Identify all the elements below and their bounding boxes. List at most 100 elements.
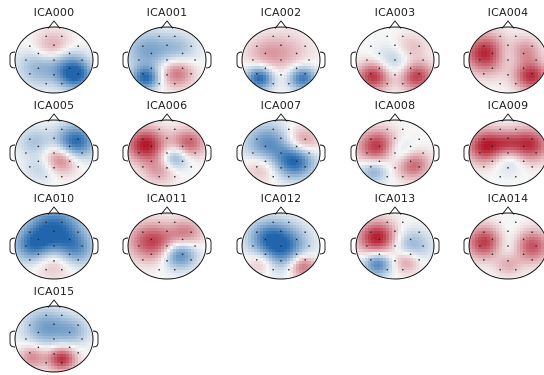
sensor-dot (190, 166, 192, 168)
sensor-dot (182, 253, 184, 255)
sensor-dot (394, 167, 396, 169)
sensor-dot (523, 67, 525, 69)
sensor-dot (166, 260, 168, 262)
sensor-dot (523, 53, 525, 55)
sensor-dot (507, 167, 509, 169)
left-ear-marker (237, 238, 242, 254)
sensor-dot (308, 245, 310, 247)
sensor-dot (304, 45, 306, 47)
sensor-dot (151, 239, 153, 241)
sensor-dot (272, 176, 274, 178)
sensor-dot (288, 83, 290, 85)
sensor-dot (288, 221, 290, 223)
left-ear-marker (464, 145, 469, 161)
sensor-dot (288, 35, 290, 37)
sensor-dot (483, 231, 485, 233)
topomap-ica013: ICA013 (340, 190, 450, 282)
topomap-title: ICA009 (453, 99, 544, 112)
sensor-dot (158, 128, 160, 130)
sensor-dot (410, 239, 412, 241)
sensor-dot (151, 160, 153, 162)
sensor-dot (53, 59, 55, 61)
left-ear-marker (123, 52, 128, 68)
topomap-ica004: ICA004 (453, 4, 544, 96)
sensor-dot (38, 146, 40, 148)
sensor-dot (69, 67, 71, 69)
sensor-dot (174, 221, 176, 223)
sensor-dot (166, 59, 168, 61)
sensor-dot (174, 269, 176, 271)
sensor-dot (256, 166, 258, 168)
sensor-dot (38, 67, 40, 69)
sensor-dot (45, 221, 47, 223)
sensor-dot (38, 332, 40, 334)
sensor-dot (77, 352, 79, 354)
sensor-dot (69, 53, 71, 55)
sensor-dot (265, 239, 267, 241)
head-topomap (340, 206, 450, 282)
sensor-dot (499, 269, 501, 271)
sensor-dot (507, 74, 509, 76)
topomap-ica001: ICA001 (112, 4, 222, 96)
topomap-ica009: ICA009 (453, 97, 544, 189)
sensor-dot (507, 152, 509, 154)
sensor-dot (499, 35, 501, 37)
sensor-dot (379, 67, 381, 69)
sensor-dot (53, 245, 55, 247)
head-topomap (0, 206, 109, 282)
sensor-dot (190, 231, 192, 233)
topomap-title: ICA013 (340, 192, 450, 205)
sensor-dot (38, 346, 40, 348)
sensor-dot (53, 44, 55, 46)
right-ear-marker (93, 331, 98, 347)
sensor-dot (394, 137, 396, 139)
sensor-dot (53, 152, 55, 154)
sensor-dot (296, 67, 298, 69)
topomap-ica008: ICA008 (340, 97, 450, 189)
sensor-dot (531, 259, 533, 261)
left-ear-marker (351, 238, 356, 254)
sensor-dot (370, 166, 372, 168)
sensor-dot (296, 53, 298, 55)
sensor-dot (53, 353, 55, 355)
sensor-dot (366, 245, 368, 247)
sensor-dot (379, 160, 381, 162)
sensor-dot (296, 146, 298, 148)
sensor-dot (535, 59, 537, 61)
sensor-dot (256, 259, 258, 261)
sensor-dot (29, 324, 31, 326)
head-topomap (340, 113, 450, 189)
sensor-dot (166, 44, 168, 46)
sensor-dot (61, 83, 63, 85)
sensor-dot (515, 83, 517, 85)
sensor-dot (69, 346, 71, 348)
sensor-dot (174, 176, 176, 178)
sensor-dot (535, 152, 537, 154)
sensor-dot (69, 332, 71, 334)
sensor-dot (61, 362, 63, 364)
sensor-dot (166, 137, 168, 139)
sensor-dot (288, 128, 290, 130)
left-ear-marker (10, 331, 15, 347)
sensor-dot (61, 314, 63, 316)
sensor-dot (507, 230, 509, 232)
sensor-dot (507, 44, 509, 46)
sensor-dot (402, 176, 404, 178)
sensor-dot (531, 166, 533, 168)
topomap-ica003: ICA003 (340, 4, 450, 96)
sensor-dot (256, 231, 258, 233)
sensor-dot (379, 239, 381, 241)
sensor-dot (53, 323, 55, 325)
sensor-dot (492, 67, 494, 69)
right-ear-marker (93, 52, 98, 68)
head-topomap (112, 20, 222, 96)
sensor-dot (182, 67, 184, 69)
sensor-dot (280, 230, 282, 232)
sensor-dot (386, 269, 388, 271)
sensor-dot (394, 245, 396, 247)
sensor-dot (418, 138, 420, 140)
sensor-dot (370, 45, 372, 47)
sensor-dot (410, 160, 412, 162)
sensor-dot (77, 166, 79, 168)
sensor-dot (256, 138, 258, 140)
